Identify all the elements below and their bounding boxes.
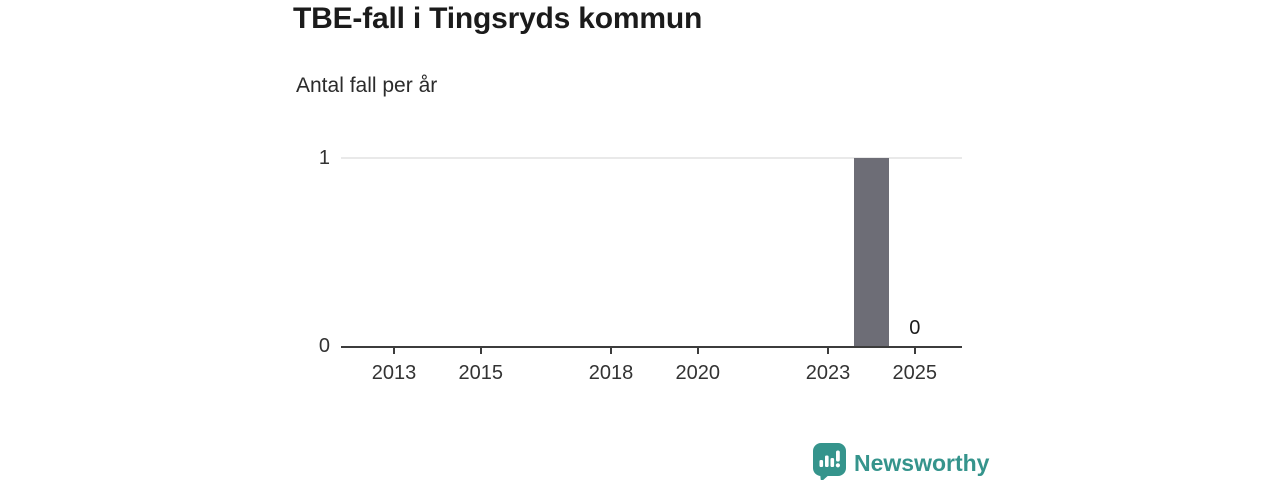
x-tick: [479, 348, 482, 354]
bar-chart-speech-bubble-icon: [813, 443, 846, 480]
x-axis-line: [341, 346, 962, 348]
value-label: 0: [909, 317, 921, 339]
y-tick-label: 1: [318, 147, 330, 169]
x-tick: [610, 348, 612, 354]
x-tick-label: 2013: [371, 362, 417, 384]
x-tick-label: 2018: [588, 362, 634, 384]
x-tick: [696, 348, 699, 354]
y-tick-label: 0: [318, 335, 330, 357]
x-tick: [393, 348, 395, 354]
chart-title: TBE-fall i Tingsryds kommun: [293, 2, 703, 35]
bar-2024: [853, 158, 889, 346]
newsworthy-logo[interactable]: Newsworthy: [813, 443, 989, 480]
x-tick: [913, 348, 916, 354]
chart-subtitle: Antal fall per år: [296, 74, 438, 97]
x-tick: [827, 348, 829, 354]
y-gridline: [341, 157, 962, 159]
x-tick-label: 2023: [805, 362, 851, 384]
x-tick-label: 2015: [458, 362, 504, 384]
x-tick-label: 2020: [675, 362, 721, 384]
x-tick-label: 2025: [892, 362, 938, 384]
newsworthy-name: Newsworthy: [854, 450, 990, 476]
